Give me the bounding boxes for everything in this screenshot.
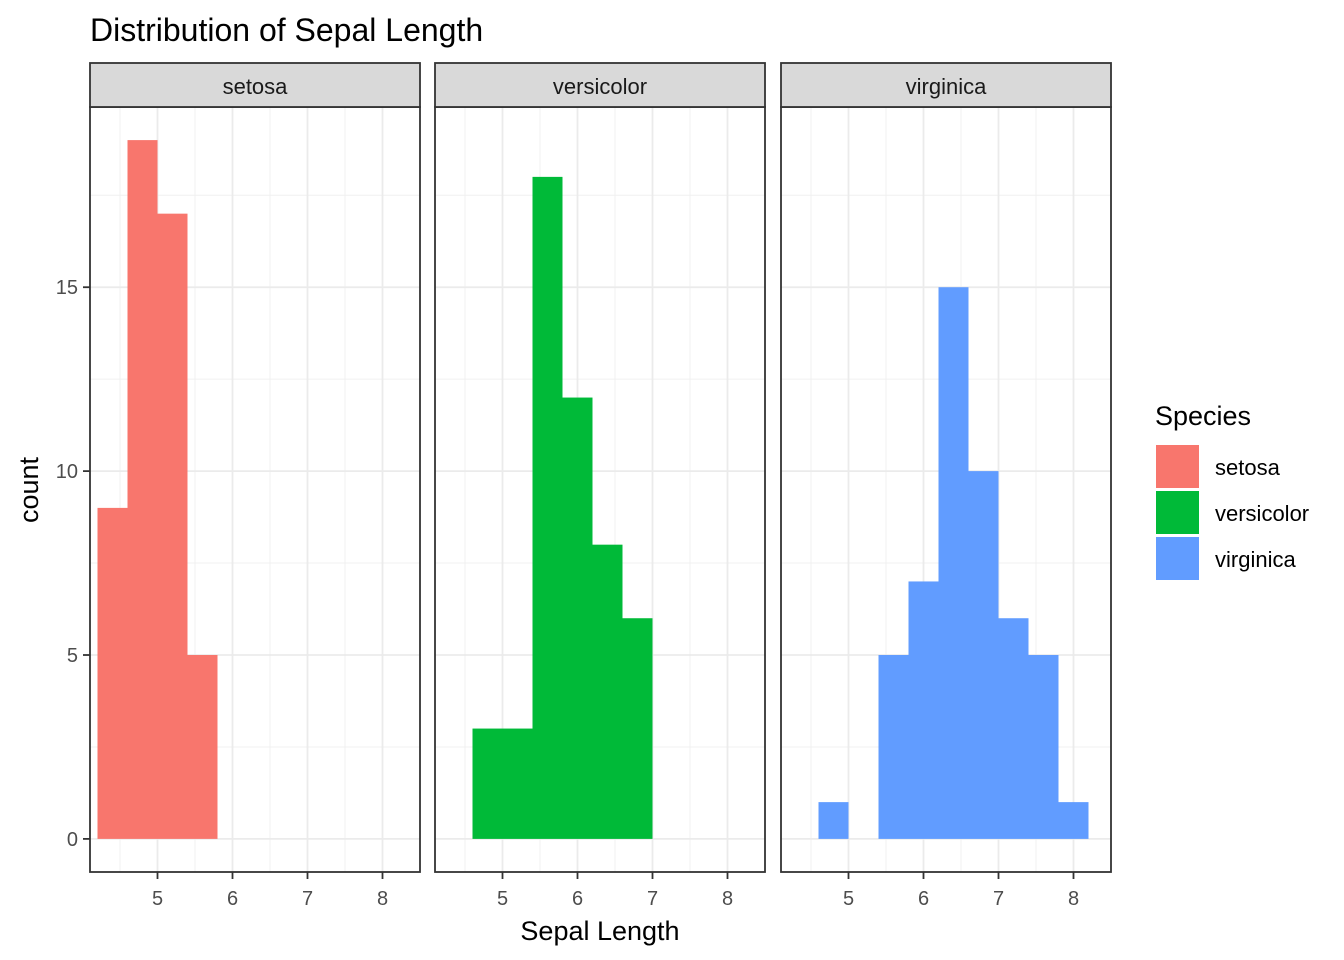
facet-virginica: virginica 5 6 7 8 — [780, 62, 1112, 910]
facet-strip-label: virginica — [906, 74, 987, 99]
x-tick-label: 7 — [647, 888, 658, 910]
histogram-bar — [1028, 655, 1059, 839]
x-tick-label: 6 — [572, 888, 583, 910]
x-tick-label: 6 — [227, 888, 238, 910]
histogram-bar — [127, 140, 158, 839]
facet-strip — [780, 62, 1112, 108]
facet-setosa: setosa 5 6 7 8 — [89, 62, 421, 910]
x-tick-label: 7 — [302, 888, 313, 910]
x-tick-label: 8 — [722, 888, 733, 910]
y-tick-label: 0 — [67, 829, 78, 851]
legend-label-virginica: virginica — [1215, 547, 1296, 572]
histogram-bar — [592, 544, 623, 839]
chart-title: Distribution of Sepal Length — [90, 12, 483, 48]
x-tick-label: 5 — [843, 888, 854, 910]
histogram-bar — [622, 618, 653, 839]
x-tick-label: 5 — [497, 888, 508, 910]
histogram-bar — [908, 581, 939, 839]
legend: Species setosa versicolor virginica — [1155, 401, 1309, 580]
facet-strip — [89, 62, 421, 108]
x-tick-label: 8 — [377, 888, 388, 910]
facet-strip-label: setosa — [223, 74, 289, 99]
x-tick-label: 5 — [152, 888, 163, 910]
histogram-bar — [562, 397, 593, 839]
y-tick-label: 5 — [67, 645, 78, 667]
histogram-bar — [998, 618, 1029, 839]
legend-key-versicolor — [1156, 491, 1199, 534]
histogram-bar — [968, 471, 999, 839]
legend-key-setosa — [1156, 445, 1199, 488]
y-axis: 0 5 10 15 — [56, 277, 90, 851]
facet-strip-label: versicolor — [553, 74, 647, 99]
facet-panels: setosa 5 6 7 8 versicolor 5 6 7 8 virginica 5 6 7 8 — [89, 62, 1112, 910]
legend-label-versicolor: versicolor — [1215, 501, 1309, 526]
legend-key-virginica — [1156, 537, 1199, 580]
y-axis-title: count — [14, 456, 44, 523]
legend-title: Species — [1155, 401, 1251, 431]
y-tick-label: 15 — [56, 277, 78, 299]
histogram-bar — [157, 213, 188, 839]
x-tick-label: 6 — [918, 888, 929, 910]
histogram-bar — [818, 802, 849, 839]
facet-versicolor: versicolor 5 6 7 8 — [434, 62, 766, 910]
histogram-bar — [532, 176, 563, 839]
x-tick-label: 8 — [1068, 888, 1079, 910]
histogram-bar — [1058, 802, 1089, 839]
histogram-bar — [878, 655, 909, 839]
histogram-bar — [97, 507, 128, 839]
facet-strip — [434, 62, 766, 108]
y-tick-label: 10 — [56, 461, 78, 483]
histogram-bar — [472, 728, 503, 839]
legend-label-setosa: setosa — [1215, 455, 1281, 480]
histogram-bar — [187, 655, 218, 839]
x-tick-label: 7 — [993, 888, 1004, 910]
x-axis-title: Sepal Length — [520, 916, 679, 946]
histogram-bar — [502, 728, 533, 839]
histogram-bar — [938, 287, 969, 839]
